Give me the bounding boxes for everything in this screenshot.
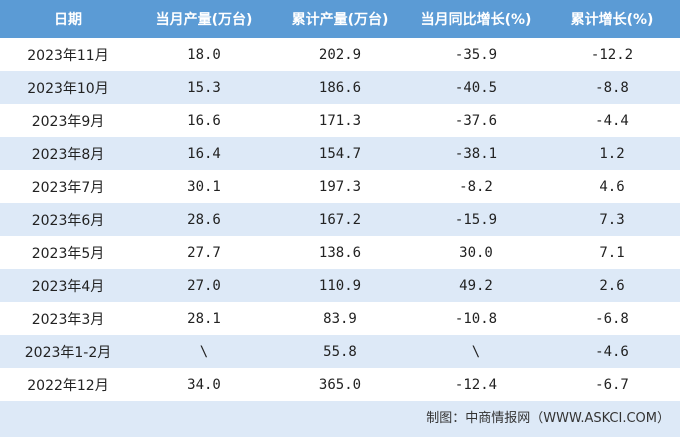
value-cell: 154.7 — [272, 137, 408, 170]
date-cell: 2023年4月 — [0, 269, 136, 302]
value-cell: -12.4 — [454, 376, 498, 393]
value-cell: -40.5 — [408, 71, 544, 104]
value-cell: -37.6 — [454, 112, 498, 129]
table-row: 2023年6月 28.6 167.2 -15.9 7.3 — [0, 203, 680, 236]
value-cell: 83.9 — [323, 310, 357, 327]
table-row: 2023年10月 15.3 186.6 -40.5 -8.8 — [0, 71, 680, 104]
date-cell: 2023年10月 — [0, 71, 136, 104]
value-cell: -35.9 — [454, 46, 498, 63]
value-cell: -12.2 — [590, 46, 634, 63]
value-cell: 171.3 — [318, 112, 362, 129]
value-cell: -4.6 — [544, 335, 680, 368]
value-cell: 202.9 — [318, 46, 362, 63]
value-cell: -15.9 — [408, 203, 544, 236]
header-cell: 当月产量(万台) — [136, 0, 272, 38]
table-row: 2023年1-2月 \ 55.8 \ -4.6 — [0, 335, 680, 368]
value-cell: 18.0 — [187, 46, 221, 63]
date-cell: 2023年8月 — [0, 137, 136, 170]
value-cell: 4.6 — [599, 178, 625, 195]
value-cell: 28.6 — [136, 203, 272, 236]
value-cell: 7.1 — [599, 244, 625, 261]
value-cell: -6.7 — [595, 376, 629, 393]
table-row: 2023年9月 16.6 171.3 -37.6 -4.4 — [0, 104, 680, 137]
value-cell: \ — [136, 335, 272, 368]
date-cell: 2023年3月 — [31, 311, 105, 328]
table-row: 2023年8月 16.4 154.7 -38.1 1.2 — [0, 137, 680, 170]
value-cell: -6.8 — [595, 310, 629, 327]
value-cell: 16.6 — [187, 112, 221, 129]
value-cell: -38.1 — [408, 137, 544, 170]
table-body: 2023年11月 18.0 202.9 -35.9 -12.2 2023年10月 15.3 1… — [0, 38, 680, 401]
value-cell: 27.7 — [187, 244, 221, 261]
value-cell: -10.8 — [454, 310, 498, 327]
date-cell: 2022年12月 — [27, 377, 109, 394]
value-cell: 110.9 — [272, 269, 408, 302]
value-cell: 138.6 — [318, 244, 362, 261]
value-cell: 1.2 — [544, 137, 680, 170]
header-cell: 累计增长(%) — [544, 0, 680, 38]
value-cell: 167.2 — [272, 203, 408, 236]
value-cell: 197.3 — [318, 178, 362, 195]
date-cell: 2023年1-2月 — [0, 335, 136, 368]
header-cell: 累计产量(万台) — [272, 0, 408, 38]
date-cell: 2023年6月 — [0, 203, 136, 236]
table-row: 2023年3月 28.1 83.9 -10.8 -6.8 — [0, 302, 680, 335]
header-row: 日期 当月产量(万台) 累计产量(万台) 当月同比增长(%) 累计增长(%) — [0, 0, 680, 38]
table-row: 2022年12月 34.0 365.0 -12.4 -6.7 — [0, 368, 680, 401]
value-cell: -8.2 — [459, 178, 493, 195]
value-cell: 365.0 — [318, 376, 362, 393]
value-cell: -8.8 — [544, 71, 680, 104]
value-cell: 30.1 — [187, 178, 221, 195]
header-cell: 日期 — [0, 0, 136, 38]
value-cell: 27.0 — [136, 269, 272, 302]
header-cell: 当月同比增长(%) — [408, 0, 544, 38]
date-cell: 2023年9月 — [31, 113, 105, 130]
date-cell: 2023年7月 — [31, 179, 105, 196]
value-cell: 34.0 — [187, 376, 221, 393]
table-row: 2023年11月 18.0 202.9 -35.9 -12.2 — [0, 38, 680, 71]
table-row: 2023年7月 30.1 197.3 -8.2 4.6 — [0, 170, 680, 203]
value-cell: 2.6 — [544, 269, 680, 302]
value-cell: 15.3 — [136, 71, 272, 104]
value-cell: 49.2 — [408, 269, 544, 302]
table-row: 2023年5月 27.7 138.6 30.0 7.1 — [0, 236, 680, 269]
value-cell: 30.0 — [459, 244, 493, 261]
value-cell: 55.8 — [272, 335, 408, 368]
value-cell: 16.4 — [136, 137, 272, 170]
date-cell: 2023年5月 — [31, 245, 105, 262]
table-row: 2023年4月 27.0 110.9 49.2 2.6 — [0, 269, 680, 302]
value-cell: 186.6 — [272, 71, 408, 104]
footer: 制图：中商情报网（WWW.ASKCI.COM） — [0, 401, 680, 437]
data-table: 日期 当月产量(万台) 累计产量(万台) 当月同比增长(%) 累计增长(%) 2023年… — [0, 0, 680, 401]
value-cell: \ — [408, 335, 544, 368]
value-cell: -4.4 — [595, 112, 629, 129]
value-cell: 28.1 — [187, 310, 221, 327]
date-cell: 2023年11月 — [27, 47, 109, 64]
value-cell: 7.3 — [544, 203, 680, 236]
